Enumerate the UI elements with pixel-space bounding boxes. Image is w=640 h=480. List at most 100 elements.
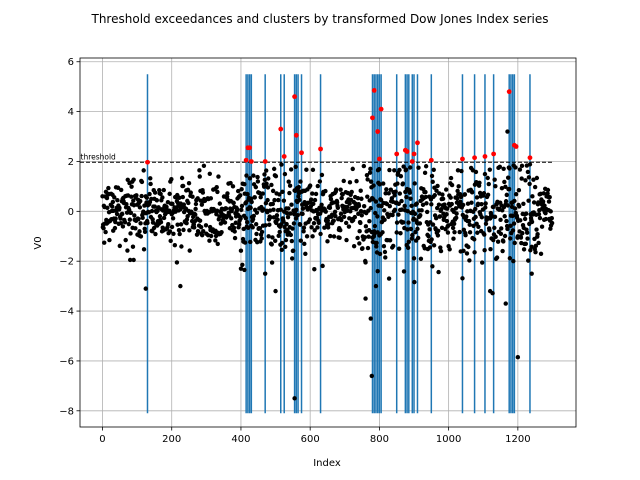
data-point (141, 168, 146, 173)
data-point (519, 163, 525, 169)
data-point (274, 220, 279, 226)
data-point (409, 236, 415, 241)
exceedance-point (506, 89, 512, 95)
data-point (285, 214, 291, 220)
data-point (230, 184, 236, 189)
exceedance-point (378, 106, 384, 112)
data-point (242, 267, 247, 273)
data-point (359, 213, 364, 218)
data-point (464, 214, 469, 219)
data-point (362, 235, 368, 240)
data-point (151, 225, 157, 231)
data-point (526, 175, 532, 180)
data-point (134, 193, 139, 198)
data-point (473, 169, 479, 175)
data-point (283, 244, 288, 250)
data-point (471, 223, 476, 229)
data-point (534, 175, 540, 181)
data-point (427, 245, 433, 250)
exceedance-point (482, 154, 488, 159)
data-point (531, 177, 536, 182)
data-point (405, 227, 410, 232)
x-tick-label: 200 (162, 434, 181, 445)
data-point (432, 192, 437, 198)
data-point (345, 204, 350, 210)
data-point (418, 212, 423, 218)
data-point (198, 224, 204, 230)
data-point (126, 221, 132, 227)
data-point (467, 222, 472, 227)
data-point (185, 214, 190, 219)
data-point (475, 201, 481, 206)
data-point (479, 260, 485, 265)
data-point (482, 247, 487, 253)
data-point (402, 203, 407, 209)
data-point (199, 202, 205, 207)
data-point (476, 224, 481, 230)
y-axis: −8 −6 −4 −2 0 2 4 6 (59, 57, 80, 417)
data-point (193, 212, 198, 217)
data-point (328, 233, 333, 239)
data-point (289, 202, 294, 207)
data-point (263, 223, 268, 228)
data-point (347, 180, 353, 185)
data-point (372, 223, 378, 229)
data-point (396, 201, 401, 207)
data-point (228, 180, 233, 186)
data-point (187, 228, 192, 233)
data-point (158, 191, 163, 197)
data-point (417, 221, 423, 226)
data-point (310, 191, 315, 196)
data-point (319, 202, 324, 207)
data-point (444, 212, 449, 217)
data-point (378, 197, 384, 203)
data-point (411, 256, 417, 261)
data-point (190, 194, 195, 199)
exceedance-point (411, 151, 417, 157)
data-point (510, 213, 515, 219)
data-point (289, 238, 295, 244)
data-point (429, 173, 435, 179)
data-point (304, 234, 310, 239)
data-point (288, 211, 293, 216)
data-point (347, 201, 352, 206)
data-point (459, 168, 464, 174)
data-point (479, 215, 485, 220)
data-point (454, 215, 459, 220)
data-point (170, 216, 176, 221)
data-point (500, 208, 505, 213)
data-point (368, 179, 374, 184)
data-point (298, 238, 304, 243)
data-point (498, 217, 503, 223)
data-point (161, 215, 167, 221)
data-point (502, 214, 507, 219)
data-point (180, 194, 185, 200)
data-point (492, 177, 497, 182)
data-point (133, 226, 138, 231)
data-point (323, 209, 328, 214)
y-tick-label: 6 (68, 57, 74, 68)
data-point (505, 175, 511, 180)
data-point (297, 197, 302, 203)
data-point (398, 173, 404, 179)
data-point (288, 167, 294, 172)
data-point (286, 206, 291, 211)
data-point (512, 206, 518, 211)
data-point (269, 182, 274, 188)
data-point (350, 166, 355, 172)
data-point (431, 243, 437, 248)
data-point (436, 202, 442, 207)
data-point (499, 185, 505, 191)
data-point (201, 228, 206, 234)
data-point (131, 257, 136, 263)
data-point (240, 262, 245, 268)
data-point (152, 190, 158, 195)
data-point (387, 167, 392, 173)
data-point (338, 228, 343, 233)
data-point (118, 216, 123, 221)
data-point (542, 203, 547, 208)
data-point (273, 238, 278, 243)
data-point (254, 210, 260, 215)
data-point (486, 181, 491, 187)
data-point (161, 187, 166, 193)
